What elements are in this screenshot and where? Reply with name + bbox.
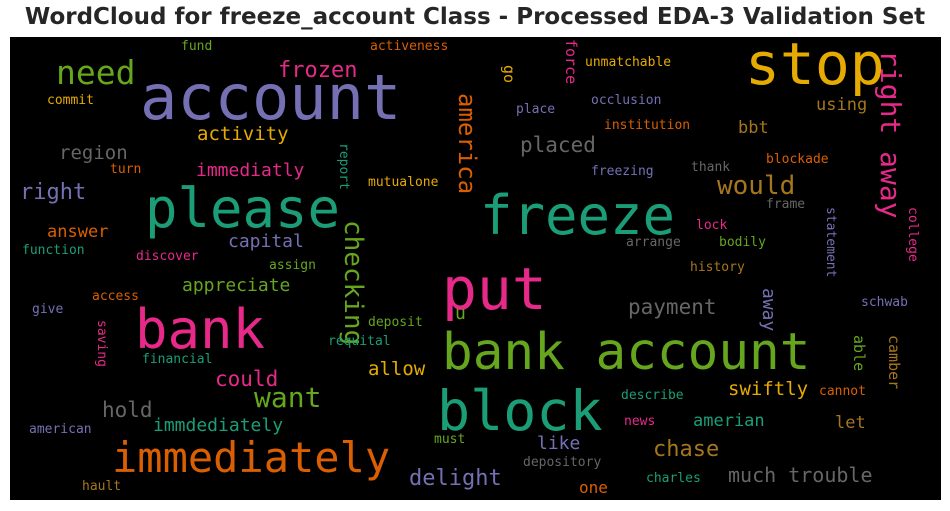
word-occlusion: occlusion xyxy=(591,94,661,107)
word-college: college xyxy=(906,207,919,262)
word-using: using xyxy=(816,97,867,114)
word-payment: payment xyxy=(628,297,717,318)
wordcloud-canvas: account stop please freeze put bank bank… xyxy=(10,37,941,500)
word-answer: answer xyxy=(47,224,108,241)
word-go: go xyxy=(501,65,516,83)
word-away: away xyxy=(759,288,777,331)
word-bank-account: bank account xyxy=(442,327,810,378)
word-block: block xyxy=(437,384,603,439)
word-activity: activity xyxy=(197,125,289,144)
word-requital: requital xyxy=(328,335,391,348)
word-function: function xyxy=(22,244,85,257)
word-saving: saving xyxy=(95,320,108,367)
word-blockade: blockade xyxy=(766,153,829,166)
word-cannot: cannot xyxy=(819,385,866,398)
word-allow: allow xyxy=(368,360,425,379)
word-would: would xyxy=(717,173,795,199)
word-let: let xyxy=(835,415,866,432)
word-camber: camber xyxy=(886,335,901,389)
word-frame: frame xyxy=(766,198,805,211)
word-unmatchable: unmatchable xyxy=(585,56,671,69)
word-place: place xyxy=(516,103,555,116)
word-u: u xyxy=(455,305,466,323)
word-delight: delight xyxy=(409,468,502,490)
word-swiftly: swiftly xyxy=(728,380,808,399)
word-checking: checking xyxy=(340,220,366,345)
word-history: history xyxy=(690,261,745,274)
word-right: right xyxy=(20,182,86,204)
word-commit: commit xyxy=(47,94,94,107)
chart-title: WordCloud for freeze_account Class - Pro… xyxy=(0,4,950,30)
word-bank: bank xyxy=(135,303,265,357)
word-discover: discover xyxy=(136,250,199,263)
word-deposit: deposit xyxy=(368,316,423,329)
word-turn: turn xyxy=(110,163,141,176)
word-financial: financial xyxy=(142,353,212,366)
word-must: must xyxy=(434,433,465,446)
word-one: one xyxy=(579,480,608,496)
word-bodily: bodily xyxy=(719,236,766,249)
word-stop: stop xyxy=(745,37,885,93)
word-access: access xyxy=(92,290,139,303)
word-region: region xyxy=(59,144,128,163)
word-freezing: freezing xyxy=(591,165,654,178)
word-right-away: right away xyxy=(876,50,904,219)
word-give: give xyxy=(32,303,63,316)
word-immediately: immediately xyxy=(112,437,390,479)
word-institution: institution xyxy=(604,119,690,132)
word-immdediately: immdediately xyxy=(153,417,283,435)
word-charles: charles xyxy=(646,472,701,485)
word-thank: thank xyxy=(691,161,730,174)
word-force: force xyxy=(563,39,578,84)
word-america: america xyxy=(455,93,479,194)
word-placed: placed xyxy=(520,135,596,156)
word-much-trouble: much trouble xyxy=(728,465,873,485)
word-need: need xyxy=(56,56,135,89)
word-like: like xyxy=(537,435,580,453)
word-able: able xyxy=(851,335,866,371)
word-capital: capital xyxy=(228,233,304,251)
word-appreciate: appreciate xyxy=(182,277,290,295)
word-american: american xyxy=(29,423,92,436)
word-describe: describe xyxy=(621,389,684,402)
word-news: news xyxy=(624,415,655,428)
word-arrange: arrange xyxy=(626,236,681,249)
word-hold: hold xyxy=(102,400,153,421)
word-amerian: amerian xyxy=(693,413,765,430)
word-chase: chase xyxy=(653,439,719,461)
word-statement: statement xyxy=(824,207,837,277)
word-mutualone: mutualone xyxy=(368,176,438,189)
word-frozen: frozen xyxy=(278,60,357,82)
word-lock: lock xyxy=(696,219,727,232)
word-activeness: activeness xyxy=(370,40,448,53)
word-want: want xyxy=(254,384,321,412)
word-fund: fund xyxy=(181,40,212,53)
word-please: please xyxy=(145,182,340,236)
word-hault: hault xyxy=(82,480,121,493)
word-schwab: schwab xyxy=(861,296,908,309)
word-assign: assign xyxy=(269,259,316,272)
word-bbt: bbt xyxy=(738,120,769,137)
word-report: report xyxy=(337,143,350,190)
word-immediatly: immediatly xyxy=(196,162,304,180)
word-depository: depository xyxy=(523,456,601,469)
word-account: account xyxy=(140,67,401,129)
